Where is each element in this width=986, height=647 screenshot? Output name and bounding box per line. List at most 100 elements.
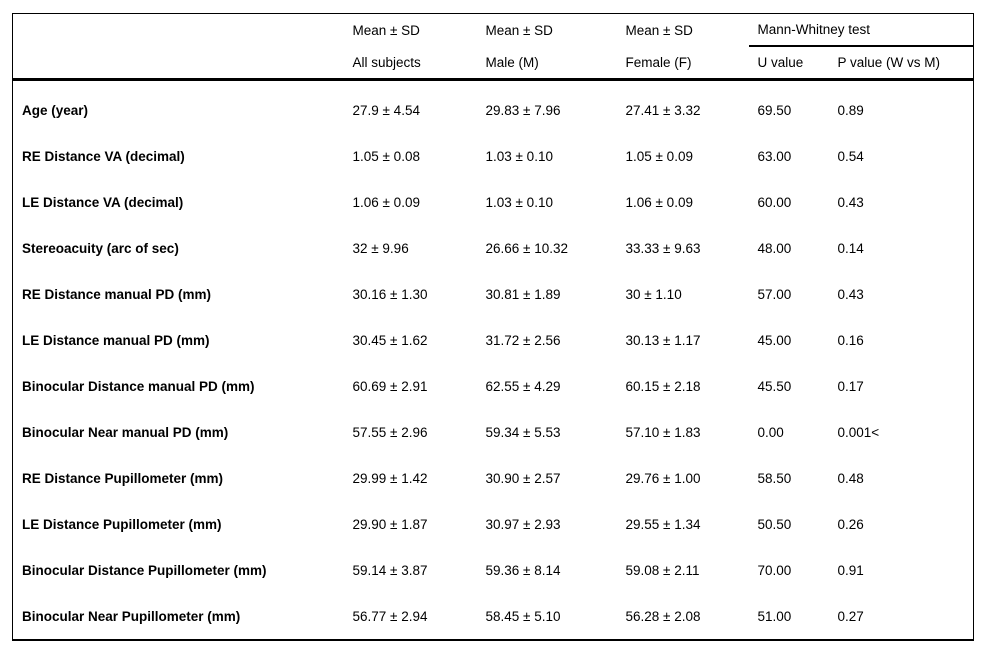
cell-u-value: 45.00: [757, 332, 792, 348]
cell-p-value: 0.89: [837, 102, 864, 118]
header-male: Male (M): [476, 46, 617, 81]
row-label: RE Distance VA (decimal): [22, 148, 185, 164]
row-label: Binocular Distance manual PD (mm): [22, 378, 255, 394]
cell-p-value: 0.43: [837, 286, 864, 302]
cell-all-subjects: 30.45 ± 1.62: [352, 332, 428, 348]
table-row: Age (year) 27.9 ± 4.54 29.83 ± 7.96 27.4…: [13, 87, 974, 133]
cell-u-value: 70.00: [757, 562, 792, 578]
cell-female: 57.10 ± 1.83: [625, 424, 701, 440]
row-label: RE Distance Pupillometer (mm): [22, 470, 224, 486]
row-label: LE Distance VA (decimal): [22, 194, 184, 210]
header-mean-sd-female: Mean ± SD: [625, 22, 693, 38]
table-row: LE Distance VA (decimal) 1.06 ± 0.09 1.0…: [13, 179, 974, 225]
cell-male: 30.81 ± 1.89: [485, 286, 561, 302]
table-body: Age (year) 27.9 ± 4.54 29.83 ± 7.96 27.4…: [13, 80, 974, 641]
cell-male: 62.55 ± 4.29: [485, 378, 561, 394]
header-empty-cell: [12, 46, 344, 81]
cell-p-value: 0.16: [837, 332, 864, 348]
table-row: LE Distance manual PD (mm) 30.45 ± 1.62 …: [13, 317, 974, 363]
cell-female: 33.33 ± 9.63: [625, 240, 701, 256]
cell-p-value: 0.48: [837, 470, 864, 486]
cell-u-value: 69.50: [757, 102, 792, 118]
spacer-cell: [13, 80, 974, 88]
cell-female: 27.41 ± 3.32: [625, 102, 701, 118]
cell-p-value: 0.27: [837, 608, 864, 624]
row-label: LE Distance Pupillometer (mm): [22, 516, 222, 532]
cell-p-value: 0.17: [837, 378, 864, 394]
table-row: LE Distance Pupillometer (mm) 29.90 ± 1.…: [13, 501, 974, 547]
cell-male: 29.83 ± 7.96: [485, 102, 561, 118]
header-female: Female (F): [616, 46, 749, 81]
cell-male: 58.45 ± 5.10: [485, 608, 561, 624]
cell-u-value: 58.50: [757, 470, 792, 486]
cell-u-value: 45.50: [757, 378, 792, 394]
table-row: RE Distance manual PD (mm) 30.16 ± 1.30 …: [13, 271, 974, 317]
cell-all-subjects: 1.06 ± 0.09: [352, 194, 420, 210]
cell-p-value: 0.14: [837, 240, 864, 256]
header-p-value: P value (W vs M): [828, 46, 974, 81]
cell-u-value: 63.00: [757, 148, 792, 164]
header-all-subjects: All subjects: [343, 46, 477, 81]
cell-female: 30 ± 1.10: [625, 286, 682, 302]
cell-p-value: 0.26: [837, 516, 864, 532]
header-mean-sd-male: Mean ± SD: [485, 22, 553, 38]
cell-male: 30.97 ± 2.93: [485, 516, 561, 532]
cell-female: 59.08 ± 2.11: [625, 562, 700, 578]
row-label: Age (year): [22, 102, 89, 118]
row-label: Stereoacuity (arc of sec): [22, 240, 179, 256]
row-label: LE Distance manual PD (mm): [22, 332, 210, 348]
spacer-row: [13, 80, 974, 88]
cell-female: 60.15 ± 2.18: [625, 378, 701, 394]
cell-u-value: 51.00: [757, 608, 792, 624]
cell-female: 56.28 ± 2.08: [625, 608, 701, 624]
cell-all-subjects: 59.14 ± 3.87: [352, 562, 428, 578]
cell-all-subjects: 1.05 ± 0.08: [352, 148, 420, 164]
cell-male: 26.66 ± 10.32: [485, 240, 568, 256]
table-row: Stereoacuity (arc of sec) 32 ± 9.96 26.6…: [13, 225, 974, 271]
cell-female: 30.13 ± 1.17: [625, 332, 701, 348]
cell-male: 31.72 ± 2.56: [485, 332, 561, 348]
row-label: Binocular Near Pupillometer (mm): [22, 608, 241, 624]
cell-female: 29.55 ± 1.34: [625, 516, 701, 532]
cell-male: 59.34 ± 5.53: [485, 424, 561, 440]
cell-all-subjects: 57.55 ± 2.96: [352, 424, 428, 440]
statistics-table: Mean ± SD Mean ± SD Mean ± SD Mann-Whitn…: [12, 13, 975, 641]
header-group-row: Mean ± SD Mean ± SD Mean ± SD Mann-Whitn…: [13, 13, 974, 47]
cell-male: 1.03 ± 0.10: [485, 148, 553, 164]
cell-female: 29.76 ± 1.00: [625, 470, 701, 486]
cell-female: 1.06 ± 0.09: [625, 194, 693, 210]
header-mean-sd-all: Mean ± SD: [352, 22, 420, 38]
cell-u-value: 60.00: [757, 194, 792, 210]
table-row: Binocular Distance manual PD (mm) 60.69 …: [13, 363, 974, 409]
cell-all-subjects: 32 ± 9.96: [352, 240, 409, 256]
table-row: Binocular Distance Pupillometer (mm) 59.…: [13, 547, 974, 593]
row-label: Binocular Distance Pupillometer (mm): [22, 562, 267, 578]
cell-u-value: 50.50: [757, 516, 792, 532]
table-row: Binocular Near manual PD (mm) 57.55 ± 2.…: [13, 409, 974, 455]
cell-u-value: 57.00: [757, 286, 792, 302]
cell-u-value: 0.00: [757, 424, 784, 440]
header-empty-cell: [13, 14, 344, 47]
cell-all-subjects: 29.99 ± 1.42: [352, 470, 428, 486]
cell-all-subjects: 29.90 ± 1.87: [352, 516, 428, 532]
cell-all-subjects: 30.16 ± 1.30: [352, 286, 428, 302]
header-sub-row: All subjects Male (M) Female (F) U value…: [12, 46, 974, 81]
cell-u-value: 48.00: [757, 240, 792, 256]
cell-female: 1.05 ± 0.09: [625, 148, 693, 164]
row-label: RE Distance manual PD (mm): [22, 286, 212, 302]
cell-all-subjects: 56.77 ± 2.94: [352, 608, 428, 624]
header-u-value: U value: [748, 46, 829, 81]
cell-all-subjects: 27.9 ± 4.54: [352, 102, 420, 118]
table-header: Mean ± SD Mean ± SD Mean ± SD Mann-Whitn…: [12, 13, 974, 81]
header-mann-whitney-group: Mann-Whitney test: [748, 13, 974, 47]
cell-p-value: 0.91: [837, 562, 864, 578]
cell-all-subjects: 60.69 ± 2.91: [352, 378, 428, 394]
cell-male: 59.36 ± 8.14: [485, 562, 561, 578]
table-row: Binocular Near Pupillometer (mm) 56.77 ±…: [13, 593, 974, 640]
row-label: Binocular Near manual PD (mm): [22, 424, 229, 440]
table-row: RE Distance VA (decimal) 1.05 ± 0.08 1.0…: [13, 133, 974, 179]
cell-p-value: 0.54: [837, 148, 864, 164]
table-row: RE Distance Pupillometer (mm) 29.99 ± 1.…: [13, 455, 974, 501]
cell-p-value: 0.001<: [837, 424, 880, 440]
